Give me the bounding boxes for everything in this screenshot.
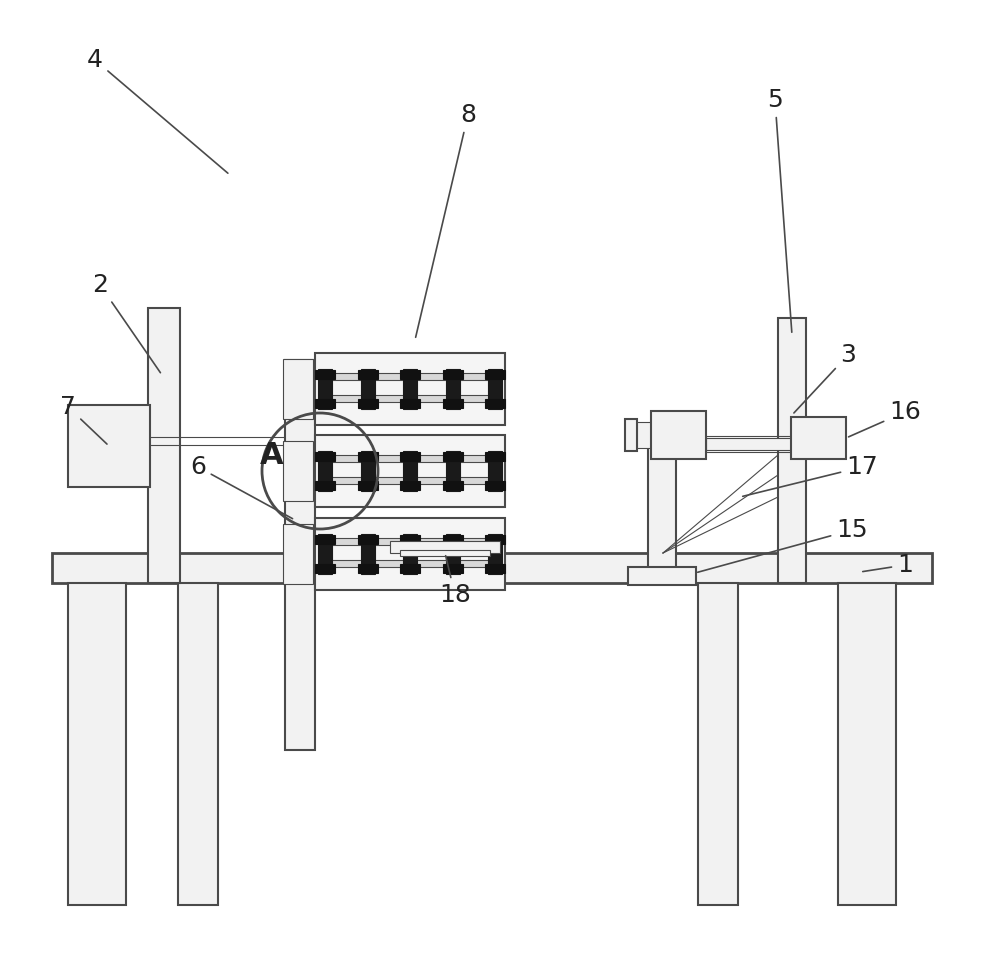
Text: 15: 15: [698, 518, 868, 572]
Bar: [838, 583, 896, 905]
Bar: [400, 371, 420, 379]
Text: 5: 5: [767, 88, 792, 332]
Bar: [403, 535, 417, 574]
Bar: [68, 405, 150, 487]
Bar: [52, 553, 932, 583]
Bar: [358, 371, 378, 379]
Bar: [319, 477, 501, 484]
Bar: [285, 360, 315, 750]
Bar: [283, 359, 313, 419]
Bar: [315, 353, 505, 425]
Bar: [446, 370, 460, 409]
Bar: [403, 452, 417, 491]
Bar: [400, 550, 490, 556]
Bar: [698, 583, 738, 905]
Text: 1: 1: [863, 553, 913, 577]
Bar: [283, 441, 313, 501]
Bar: [319, 373, 501, 380]
Bar: [442, 536, 462, 544]
Bar: [315, 371, 335, 379]
Bar: [485, 482, 505, 490]
Bar: [315, 435, 505, 507]
Bar: [442, 453, 462, 461]
Bar: [390, 541, 500, 553]
Bar: [319, 560, 501, 567]
Bar: [400, 400, 420, 408]
Bar: [651, 411, 706, 459]
Bar: [318, 452, 332, 491]
Bar: [778, 318, 806, 583]
Bar: [625, 419, 637, 451]
Bar: [315, 482, 335, 490]
Bar: [315, 453, 335, 461]
Bar: [442, 400, 462, 408]
Text: 18: 18: [439, 556, 471, 607]
Bar: [637, 422, 651, 448]
Bar: [68, 583, 126, 905]
Bar: [442, 565, 462, 573]
Bar: [315, 400, 335, 408]
Bar: [315, 536, 335, 544]
Bar: [791, 417, 846, 459]
Bar: [403, 370, 417, 409]
Bar: [400, 482, 420, 490]
Bar: [318, 535, 332, 574]
Bar: [360, 535, 374, 574]
Text: 8: 8: [416, 103, 476, 338]
Bar: [485, 371, 505, 379]
Bar: [358, 536, 378, 544]
Bar: [485, 400, 505, 408]
Bar: [446, 452, 460, 491]
Bar: [360, 370, 374, 409]
Text: 16: 16: [849, 400, 921, 437]
Bar: [358, 400, 378, 408]
Bar: [358, 453, 378, 461]
Bar: [400, 453, 420, 461]
Bar: [319, 538, 501, 545]
Bar: [446, 535, 460, 574]
Bar: [485, 565, 505, 573]
Bar: [360, 452, 374, 491]
Bar: [315, 565, 335, 573]
Text: A: A: [260, 440, 284, 470]
Bar: [148, 308, 180, 583]
Text: 3: 3: [794, 343, 856, 413]
Bar: [442, 482, 462, 490]
Text: 4: 4: [87, 48, 228, 173]
Text: 17: 17: [743, 455, 878, 496]
Bar: [400, 565, 420, 573]
Bar: [485, 536, 505, 544]
Text: 7: 7: [60, 395, 107, 444]
Bar: [358, 482, 378, 490]
Bar: [442, 371, 462, 379]
Bar: [628, 567, 696, 585]
Bar: [319, 395, 501, 402]
Bar: [706, 438, 791, 450]
Bar: [648, 443, 676, 583]
Bar: [318, 370, 332, 409]
Text: 6: 6: [190, 455, 293, 518]
Text: 2: 2: [92, 273, 160, 372]
Bar: [283, 524, 313, 584]
Bar: [178, 583, 218, 905]
Bar: [319, 455, 501, 462]
Bar: [488, 535, 502, 574]
Bar: [485, 453, 505, 461]
Bar: [706, 436, 791, 452]
Bar: [400, 536, 420, 544]
Bar: [358, 565, 378, 573]
Bar: [315, 518, 505, 590]
Bar: [488, 452, 502, 491]
Bar: [488, 370, 502, 409]
